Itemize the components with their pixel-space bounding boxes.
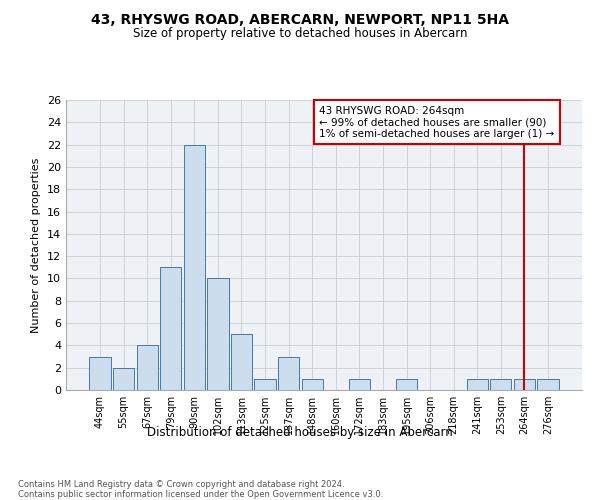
Text: Distribution of detached houses by size in Abercarn: Distribution of detached houses by size … [147,426,453,439]
Bar [490,379,511,390]
Bar [184,144,205,390]
Bar [89,356,110,390]
Text: Contains HM Land Registry data © Crown copyright and database right 2024.
Contai: Contains HM Land Registry data © Crown c… [18,480,383,500]
Bar [396,379,417,390]
Text: Size of property relative to detached houses in Abercarn: Size of property relative to detached ho… [133,28,467,40]
Bar [278,356,299,390]
Bar [349,379,370,390]
Bar [254,379,275,390]
Text: 43 RHYSWG ROAD: 264sqm
← 99% of detached houses are smaller (90)
1% of semi-deta: 43 RHYSWG ROAD: 264sqm ← 99% of detached… [319,106,554,139]
Text: 43, RHYSWG ROAD, ABERCARN, NEWPORT, NP11 5HA: 43, RHYSWG ROAD, ABERCARN, NEWPORT, NP11… [91,12,509,26]
Bar [514,379,535,390]
Bar [208,278,229,390]
Y-axis label: Number of detached properties: Number of detached properties [31,158,41,332]
Bar [160,268,181,390]
Bar [231,334,252,390]
Bar [113,368,134,390]
Bar [302,379,323,390]
Bar [538,379,559,390]
Bar [467,379,488,390]
Bar [137,346,158,390]
